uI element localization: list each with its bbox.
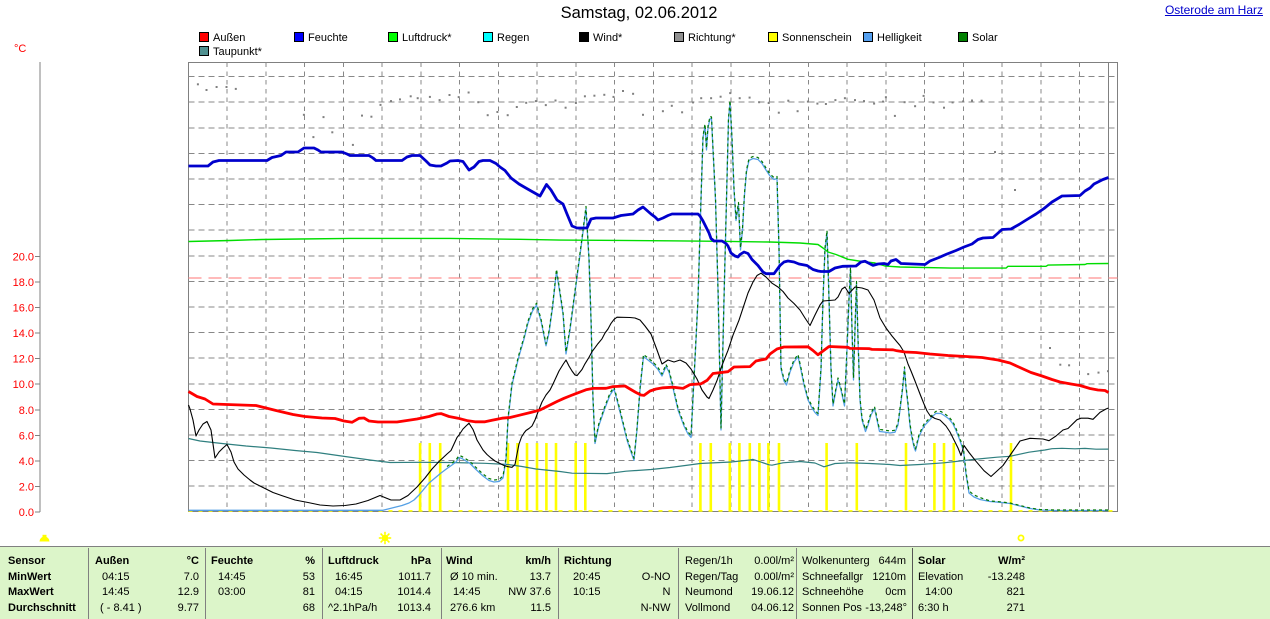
- svg-text:°C: °C: [14, 43, 26, 55]
- svg-text:14.0: 14.0: [13, 328, 34, 340]
- svg-text:2.0: 2.0: [19, 481, 34, 493]
- svg-text:16.0: 16.0: [13, 303, 34, 315]
- svg-text:10.0: 10.0: [13, 379, 34, 391]
- svg-text:20.0: 20.0: [13, 252, 34, 264]
- svg-text:4.0: 4.0: [19, 456, 34, 468]
- svg-text:18.0: 18.0: [13, 277, 34, 289]
- svg-text:0.0: 0.0: [19, 507, 34, 519]
- svg-text:12.0: 12.0: [13, 354, 34, 366]
- svg-text:6.0: 6.0: [19, 430, 34, 442]
- svg-text:8.0: 8.0: [19, 405, 34, 417]
